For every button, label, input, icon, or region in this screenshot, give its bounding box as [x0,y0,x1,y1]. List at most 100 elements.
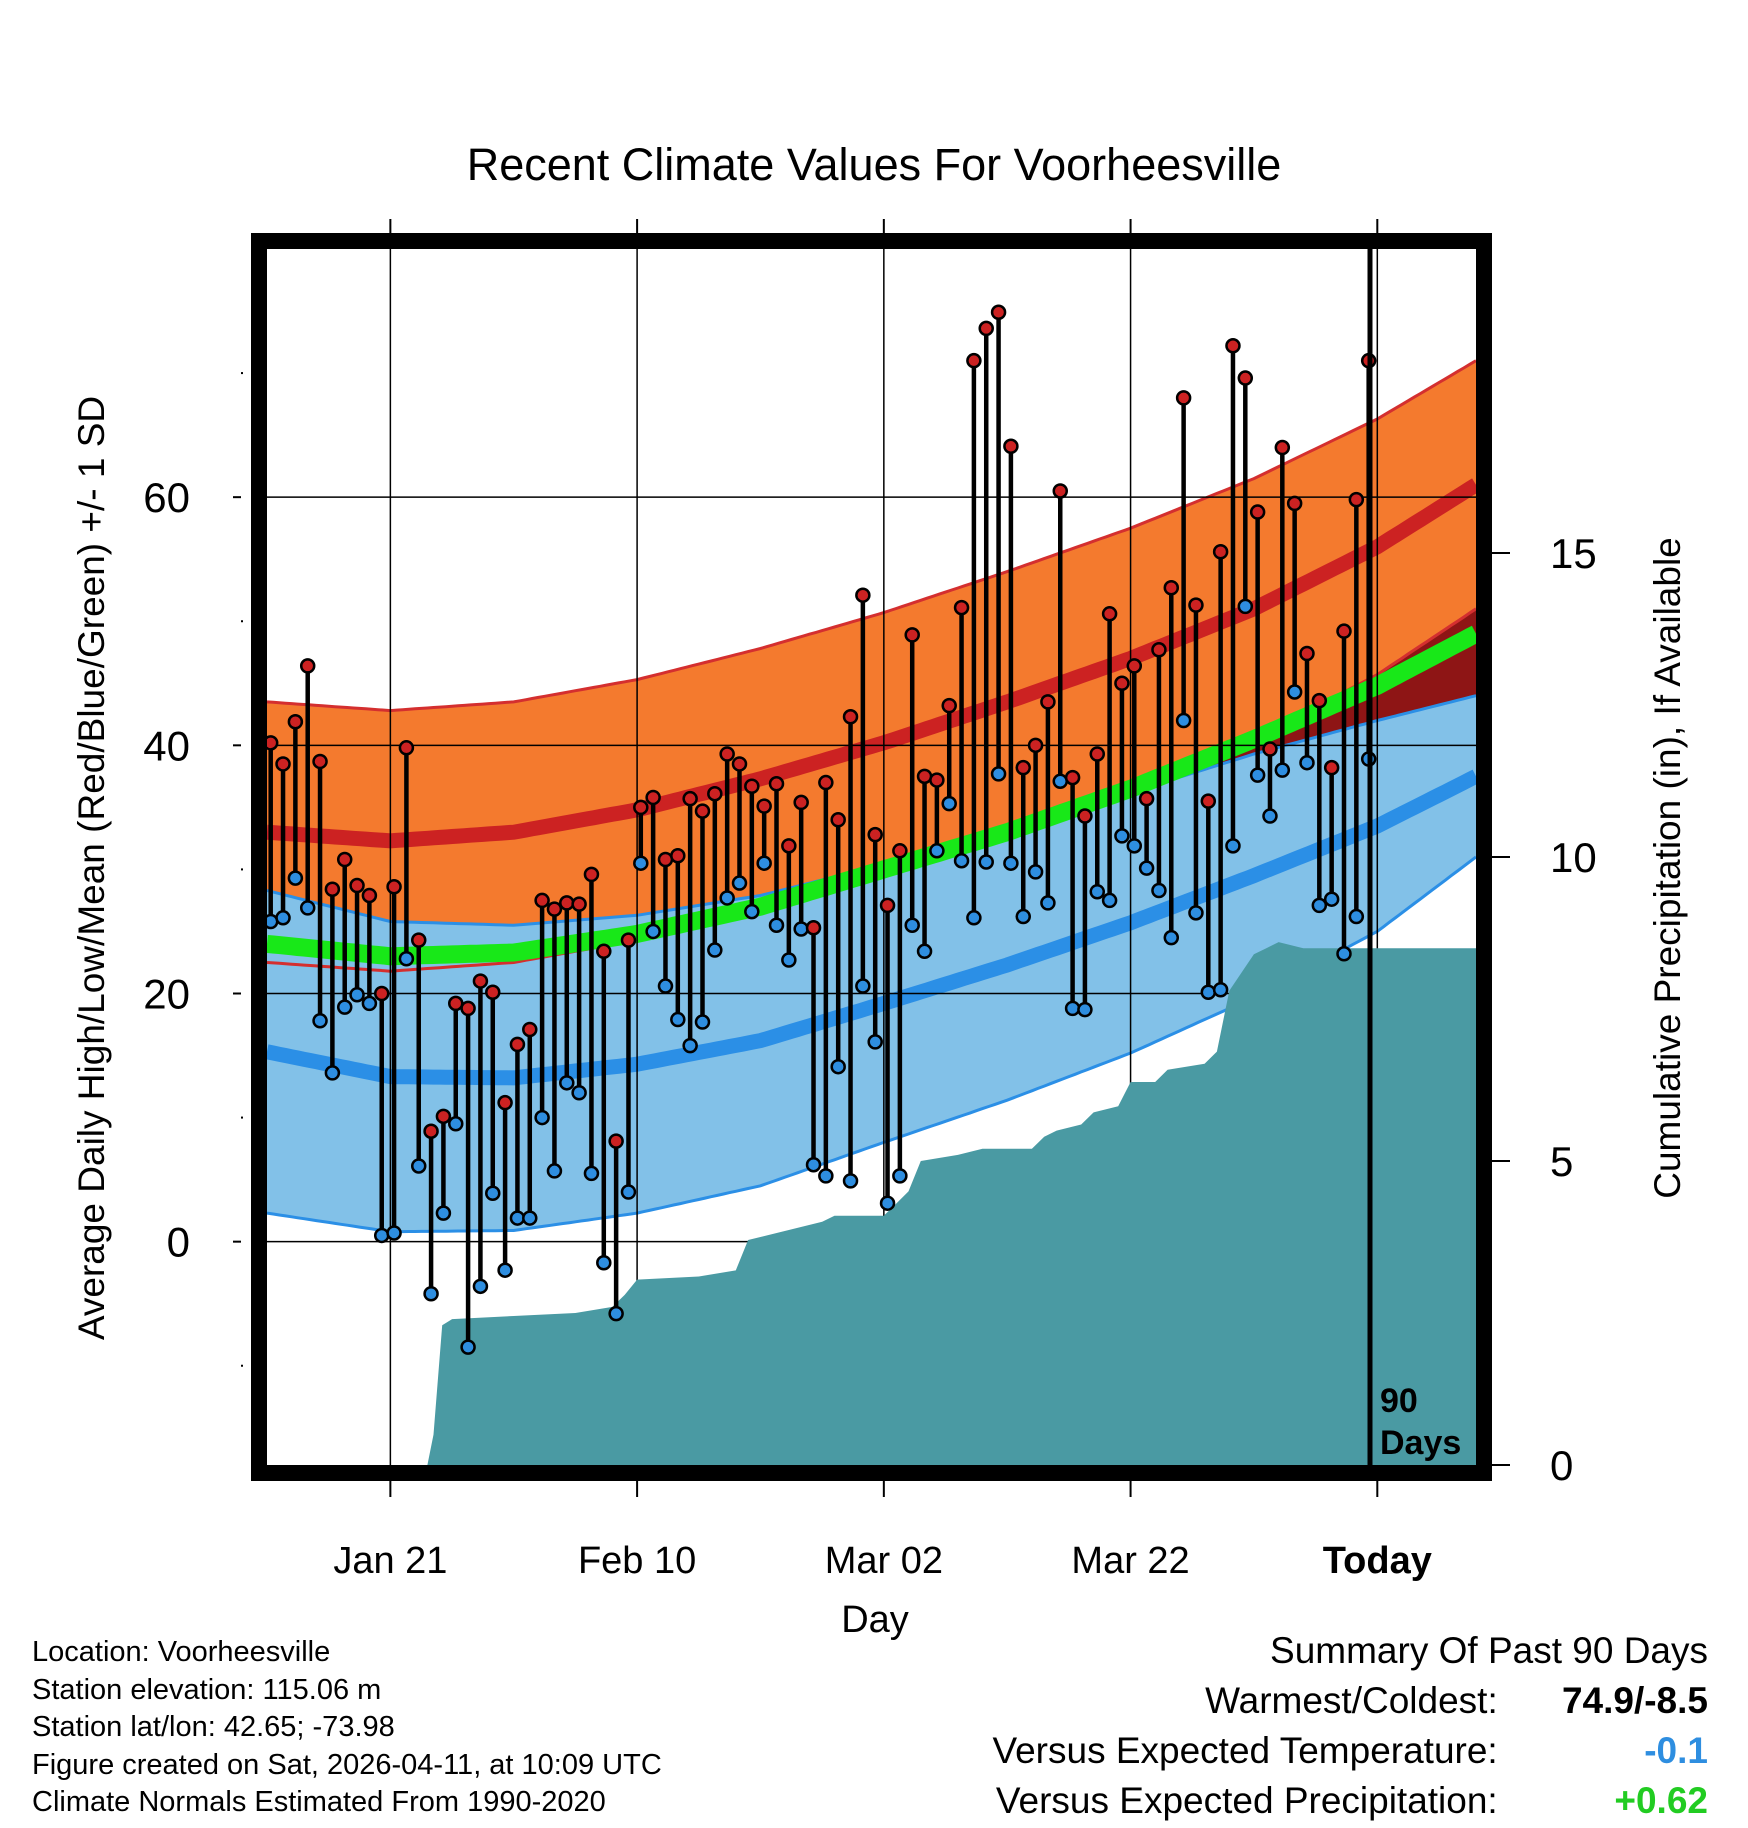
daily-high-point [1091,748,1104,761]
x-axis-tick-label: Mar 02 [825,1540,943,1582]
station-info: Location: Voorheesville Station elevatio… [32,1634,662,1822]
daily-low-point [573,1086,586,1099]
daily-low-point [1041,896,1054,909]
daily-low-point [326,1066,339,1079]
daily-low-point [1078,1003,1091,1016]
daily-high-point [634,801,647,814]
left-axis-tick-label: 0 [167,1219,190,1266]
daily-high-point [980,322,993,335]
daily-high-point [412,934,425,947]
daily-high-point [462,1002,475,1015]
summary-precipitation: Versus Expected Precipitation: +0.62 [992,1776,1708,1826]
x-axis-label: Day [841,1599,909,1641]
daily-high-point [1350,493,1363,506]
daily-high-point [474,975,487,988]
daily-low-point [819,1169,832,1182]
daily-low-point [375,1229,388,1242]
daily-high-point [1054,484,1067,497]
right-axis-tick-label: 10 [1550,834,1597,881]
daily-high-point [1251,506,1264,519]
daily-high-point [659,853,672,866]
daily-low-point [1128,839,1141,852]
daily-high-point [363,889,376,902]
daily-low-point [906,919,919,932]
summary-warmest-coldest-value: 74.9/-8.5 [1508,1676,1708,1726]
daily-low-point [1115,829,1128,842]
climate-chart: Recent Climate Values For Voorheesville … [0,0,1748,1828]
daily-high-point [918,770,931,783]
daily-low-point [1202,986,1215,999]
daily-low-point [832,1060,845,1073]
daily-low-point [548,1164,561,1177]
footer-elevation: Station elevation: 115.06 m [32,1672,662,1710]
daily-high-point [696,805,709,818]
daily-low-point [943,797,956,810]
daily-high-point [745,780,758,793]
daily-high-point [943,699,956,712]
daily-low-point [338,1001,351,1014]
daily-high-point [955,601,968,614]
daily-high-point [1041,695,1054,708]
daily-high-point [1288,497,1301,510]
summary-panel: Summary Of Past 90 Days Warmest/Coldest:… [992,1626,1708,1826]
daily-high-point [1017,761,1030,774]
daily-high-point [1263,743,1276,756]
daily-low-point [1350,910,1363,923]
daily-high-point [289,715,302,728]
summary-warmest-coldest-label: Warmest/Coldest: [1205,1680,1498,1721]
daily-low-point [844,1174,857,1187]
daily-low-point [795,922,808,935]
daily-low-point [659,980,672,993]
left-axis-tick-label: 60 [143,474,190,521]
daily-low-point [1103,894,1116,907]
daily-low-point [745,905,758,918]
daily-low-point [856,980,869,993]
footer-location: Location: Voorheesville [32,1634,662,1672]
daily-low-point [425,1287,438,1300]
daily-low-point [449,1117,462,1130]
daily-low-point [721,891,734,904]
daily-high-point [277,757,290,770]
daily-high-point [573,898,586,911]
daily-high-point [1115,677,1128,690]
daily-high-point [1214,545,1227,558]
x-axis-tick-label: Jan 21 [333,1540,447,1582]
daily-low-point [523,1212,536,1225]
summary-precipitation-label: Versus Expected Precipitation: [996,1780,1498,1821]
summary-precipitation-value: +0.62 [1508,1776,1708,1826]
daily-high-point [1140,792,1153,805]
daily-low-point [1313,899,1326,912]
daily-high-point [992,306,1005,319]
daily-high-point [832,813,845,826]
daily-high-point [1202,795,1215,808]
daily-low-point [1214,983,1227,996]
daily-high-point [388,880,401,893]
daily-low-point [893,1169,906,1182]
daily-high-point [782,839,795,852]
daily-low-point [610,1307,623,1320]
daily-high-point [1300,647,1313,660]
footer-normals: Climate Normals Estimated From 1990-2020 [32,1784,662,1822]
daily-low-point [1004,857,1017,870]
daily-high-point [585,868,598,881]
daily-low-point [1017,910,1030,923]
daily-high-point [844,710,857,723]
daily-low-point [351,988,364,1001]
daily-low-point [363,997,376,1010]
daily-high-point [758,800,771,813]
daily-high-point [301,659,314,672]
daily-low-point [807,1158,820,1171]
right-axis-tick-label: 5 [1550,1138,1573,1185]
daily-high-point [499,1096,512,1109]
daily-high-point [536,894,549,907]
daily-high-point [1152,643,1165,656]
y-axis-label-left: Average Daily High/Low/Mean (Red/Blue/Gr… [71,396,112,1340]
daily-low-point [289,872,302,885]
daily-high-point [647,791,660,804]
daily-low-point [1226,839,1239,852]
daily-low-point [560,1076,573,1089]
daily-high-point [869,828,882,841]
daily-high-point [721,748,734,761]
daily-high-point [425,1125,438,1138]
daily-high-point [708,787,721,800]
